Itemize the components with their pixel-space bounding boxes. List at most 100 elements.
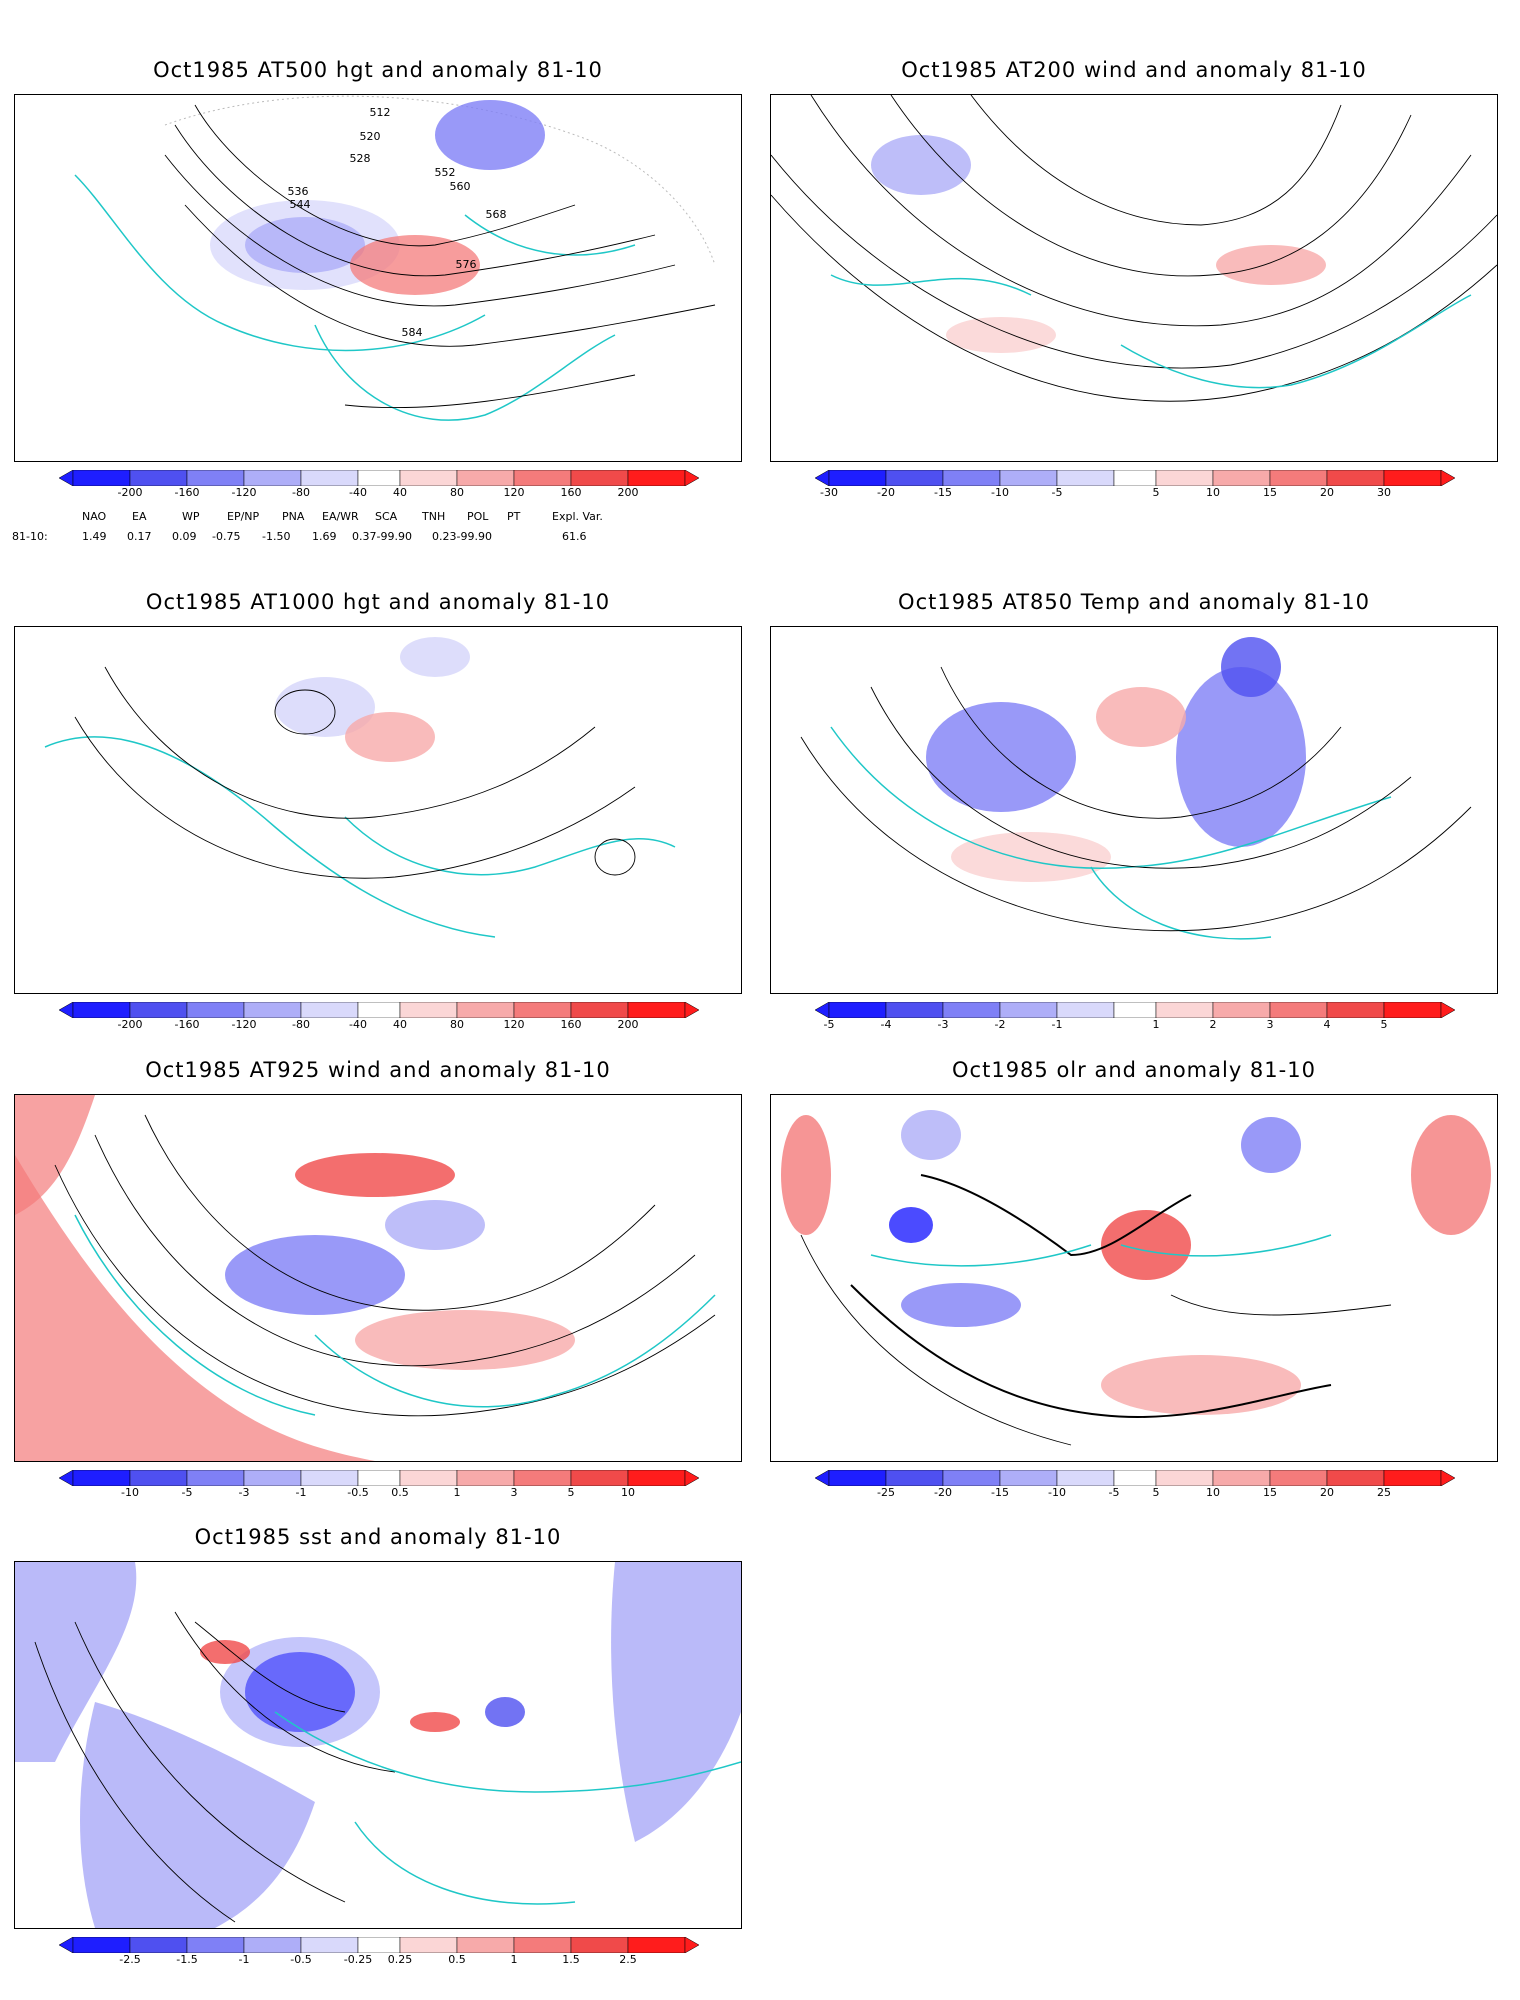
colorbar-label: 80: [450, 486, 464, 499]
colorbar-label: 120: [503, 1018, 525, 1031]
colorbar-label: -2: [994, 1018, 1006, 1031]
colorbar-ramp: [58, 1469, 700, 1487]
colorbar-label: 3: [1266, 1018, 1274, 1031]
colorbar-t850: -5 -4 -3 -2 -1 1 2 3 4 5: [814, 1001, 1456, 1036]
colorbar-label: 40: [393, 1018, 407, 1031]
colorbar-label: -30: [820, 486, 838, 499]
map-z500: [14, 94, 742, 462]
index-value: 61.6: [562, 530, 587, 543]
colorbar-label: 1.5: [562, 1953, 580, 1966]
colorbar-label: -15: [991, 1486, 1009, 1499]
panel-title: Oct1985 AT500 hgt and anomaly 81-10: [153, 58, 603, 82]
panel-title: Oct1985 sst and anomaly 81-10: [194, 1525, 562, 1549]
index-header: EA/WR: [322, 510, 359, 523]
colorbar-label: 160: [560, 1018, 582, 1031]
index-header: EP/NP: [227, 510, 260, 523]
colorbar-wind925: -10 -5 -3 -1 -0.5 0.5 1 3 5 10: [58, 1469, 700, 1504]
colorbar-label: 5: [1380, 1018, 1388, 1031]
map-sst-svg: [15, 1562, 741, 1928]
map-olr-svg: [771, 1095, 1497, 1461]
colorbar-label: -40: [349, 1018, 367, 1031]
colorbar-label: -80: [292, 1018, 310, 1031]
colorbar-label: -1: [238, 1953, 250, 1966]
colorbar-label: -0.5: [347, 1486, 369, 1499]
contour-label: 512: [369, 106, 391, 119]
contour-label: 528: [349, 152, 371, 165]
colorbar-label: -5: [181, 1486, 193, 1499]
colorbar-olr: -25 -20 -15 -10 -5 5 10 15 20 25: [814, 1469, 1456, 1504]
colorbar-label: -200: [117, 1018, 143, 1031]
colorbar-label: -160: [174, 486, 200, 499]
colorbar-sst: -2.5 -1.5 -1 -0.5 -0.25 0.25 0.5 1 1.5 2…: [58, 1936, 700, 1971]
colorbar-label: 0.25: [387, 1953, 413, 1966]
map-sst: [14, 1561, 742, 1929]
map-wind925-svg: [15, 1095, 716, 1461]
index-value: -0.75: [212, 530, 241, 543]
colorbar-label: -160: [174, 1018, 200, 1031]
colorbar-label: 5: [1152, 1486, 1160, 1499]
colorbar-label: 2: [1209, 1018, 1217, 1031]
colorbar-label: 5: [1152, 486, 1160, 499]
contour-label: 544: [289, 198, 311, 211]
colorbar-label: 10: [1206, 486, 1220, 499]
index-value: 1.49: [82, 530, 107, 543]
index-header: PNA: [282, 510, 305, 523]
map-z500-svg: [74, 95, 716, 421]
colorbar-ramp: [58, 1001, 700, 1019]
panel-title: Oct1985 AT1000 hgt and anomaly 81-10: [145, 590, 611, 614]
index-value: 0.09: [172, 530, 197, 543]
colorbar-label: 10: [621, 1486, 635, 1499]
map-t850-svg: [800, 637, 1472, 940]
map-wind200-svg: [771, 95, 1497, 402]
colorbar-label: -10: [991, 486, 1009, 499]
colorbar-ramp: [58, 1936, 700, 1954]
colorbar-label: -5: [1108, 1486, 1120, 1499]
panel-title: Oct1985 olr and anomaly 81-10: [952, 1058, 1316, 1082]
colorbar-label: 3: [510, 1486, 518, 1499]
index-header: Expl. Var.: [552, 510, 603, 523]
colorbar-label: 160: [560, 486, 582, 499]
index-header: TNH: [422, 510, 446, 523]
colorbar-ramp: [814, 1001, 1456, 1019]
colorbar-label: -15: [934, 486, 952, 499]
contour-label: 576: [455, 258, 477, 271]
index-header: SCA: [375, 510, 398, 523]
colorbar-label: -10: [1048, 1486, 1066, 1499]
colorbar-label: 15: [1263, 486, 1277, 499]
map-wind200: [770, 94, 1498, 462]
colorbar-label: -200: [117, 486, 143, 499]
colorbar-label: 5: [567, 1486, 575, 1499]
map-t850: [770, 626, 1498, 994]
colorbar-label: 200: [617, 486, 639, 499]
map-z1000: [14, 626, 742, 994]
colorbar-label: 120: [503, 486, 525, 499]
map-olr: [770, 1094, 1498, 1462]
index-header: EA: [132, 510, 147, 523]
colorbar-ramp: [814, 1469, 1456, 1487]
index-header: NAO: [82, 510, 107, 523]
colorbar-label: 1: [510, 1953, 518, 1966]
colorbar-label: -5: [823, 1018, 835, 1031]
colorbar-label: -25: [877, 1486, 895, 1499]
colorbar-label: 200: [617, 1018, 639, 1031]
contour-label: 584: [401, 326, 423, 339]
colorbar-wind200: -30 -20 -15 -10 -5 5 10 15 20 30: [814, 469, 1456, 504]
colorbar-label: 1: [453, 1486, 461, 1499]
colorbar-label: -20: [934, 1486, 952, 1499]
colorbar-label: 30: [1377, 486, 1391, 499]
map-z1000-svg: [44, 637, 676, 938]
colorbar-label: 0.5: [391, 1486, 409, 1499]
colorbar-label: -2.5: [119, 1953, 141, 1966]
index-value: -1.50: [262, 530, 291, 543]
colorbar-label: 40: [393, 486, 407, 499]
colorbar-label: 4: [1323, 1018, 1331, 1031]
colorbar-label: -20: [877, 486, 895, 499]
colorbar-ramp: [814, 469, 1456, 487]
index-value: 1.69: [312, 530, 337, 543]
colorbar-label: 20: [1320, 486, 1334, 499]
panel-title: Oct1985 AT850 Temp and anomaly 81-10: [898, 590, 1370, 614]
teleconnection-indices: NAO EA WP EP/NP PNA EA/WR SCA TNH POL PT…: [12, 510, 740, 550]
contour-label: 568: [485, 208, 507, 221]
index-value: 0.17: [127, 530, 152, 543]
colorbar-label: 0.5: [448, 1953, 466, 1966]
